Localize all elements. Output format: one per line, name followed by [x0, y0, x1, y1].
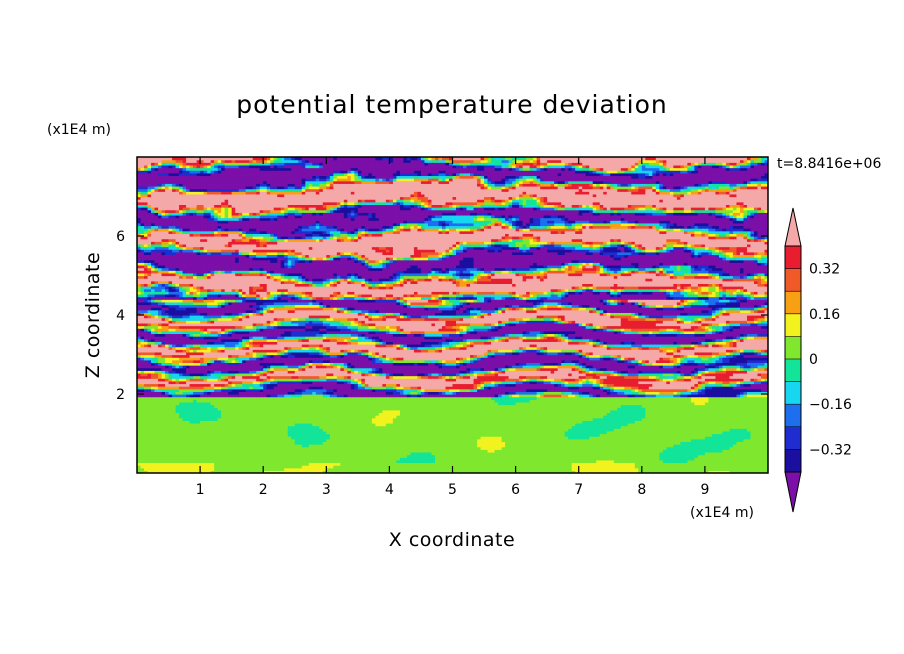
colorbar: 0.32 0.16 0 −0.16 −0.32 [784, 207, 852, 513]
x-tick-label: 2 [259, 482, 268, 498]
x-axis: 1 2 3 4 5 6 7 8 9 [196, 157, 709, 498]
colorbar-label: −0.16 [809, 397, 852, 413]
x-tick-label: 5 [448, 482, 457, 498]
x-tick-label: 7 [574, 482, 583, 498]
colorbar-segment [785, 336, 801, 360]
y-tick-label: 6 [116, 229, 125, 245]
x-tick-label: 4 [385, 482, 394, 498]
colorbar-segment [785, 426, 801, 450]
contour-field [137, 157, 768, 473]
y-tick-label: 4 [116, 308, 125, 324]
x-tick-label: 3 [322, 482, 331, 498]
x-tick-label: 6 [511, 482, 520, 498]
colorbar-under-triangle [784, 471, 802, 513]
colorbar-segment [785, 404, 801, 428]
colorbar-segment [785, 246, 801, 269]
y-axis: 2 4 6 [116, 229, 768, 403]
x-axis-label: X coordinate [389, 529, 515, 551]
colorbar-segment [785, 449, 801, 473]
colorbar-label: 0 [809, 352, 818, 368]
colorbar-label: 0.16 [809, 307, 840, 323]
chart-title: potential temperature deviation [236, 90, 667, 119]
y-axis-label: Z coordinate [82, 252, 104, 378]
colorbar-segment [785, 381, 801, 405]
colorbar-segment [785, 268, 801, 292]
colorbar-segment [785, 359, 801, 382]
colorbar-label: 0.32 [809, 262, 840, 278]
y-unit-label: (x1E4 m) [47, 122, 111, 138]
x-unit-label: (x1E4 m) [690, 505, 754, 521]
x-tick-label: 8 [637, 482, 646, 498]
colorbar-over-triangle [784, 207, 802, 247]
x-tick-label: 1 [196, 482, 205, 498]
colorbar-segment [785, 313, 801, 337]
colorbar-segment [785, 291, 801, 315]
time-label: t=8.8416e+06 [777, 156, 881, 172]
x-tick-label: 9 [700, 482, 709, 498]
colorbar-label: −0.32 [809, 442, 852, 458]
y-tick-label: 2 [116, 387, 125, 403]
